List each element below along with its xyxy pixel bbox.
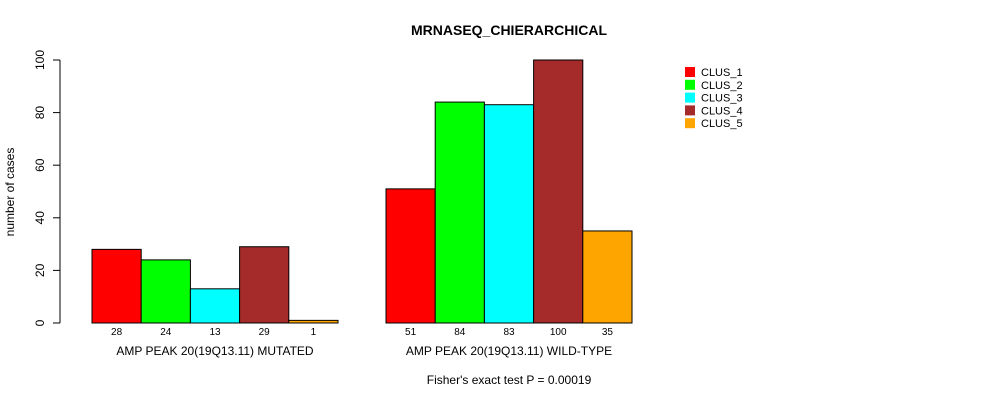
count-label: 100 bbox=[550, 327, 567, 338]
group-label: AMP PEAK 20(19Q13.11) WILD-TYPE bbox=[406, 344, 612, 358]
y-tick-label: 100 bbox=[33, 50, 47, 70]
count-label: 83 bbox=[503, 327, 515, 338]
legend-label: CLUS_4 bbox=[701, 105, 743, 117]
bar-clus-4-group-1 bbox=[239, 246, 290, 324]
bar-clus-5-group-1 bbox=[288, 319, 339, 324]
bar-clus-4-group-2 bbox=[533, 59, 584, 324]
y-tick-label: 60 bbox=[33, 158, 47, 172]
count-label: 24 bbox=[160, 327, 172, 338]
legend-swatch bbox=[685, 92, 695, 103]
legend-label: CLUS_1 bbox=[701, 67, 743, 79]
bar-clus-1-group-1 bbox=[91, 248, 142, 324]
group-labels: AMP PEAK 20(19Q13.11) MUTATED AMP PEAK 20… bbox=[116, 344, 612, 358]
count-label: 13 bbox=[209, 327, 221, 338]
count-label: 29 bbox=[259, 327, 271, 338]
chart-title: MRNASEQ_CHIERARCHICAL bbox=[411, 22, 607, 38]
bar-clus-1-group-2 bbox=[385, 188, 436, 324]
y-tick-label: 80 bbox=[33, 106, 47, 120]
legend-label: CLUS_5 bbox=[701, 118, 743, 130]
bar-clus-3-group-2 bbox=[483, 104, 535, 324]
legend-swatch bbox=[685, 67, 695, 77]
y-axis: 0 20 40 60 80 100 bbox=[33, 50, 61, 326]
count-label: 51 bbox=[405, 327, 417, 338]
bar-clus-5-group-2 bbox=[582, 230, 633, 324]
legend-swatch bbox=[685, 105, 695, 116]
y-tick-label: 20 bbox=[33, 263, 47, 277]
y-tick-label: 0 bbox=[33, 319, 47, 326]
count-label: 84 bbox=[454, 327, 466, 338]
count-label: 35 bbox=[602, 327, 614, 338]
legend-swatch bbox=[685, 79, 695, 90]
fisher-test-caption: Fisher's exact test P = 0.00019 bbox=[427, 373, 592, 387]
group-label: AMP PEAK 20(19Q13.11) MUTATED bbox=[116, 344, 314, 358]
y-tick-label: 40 bbox=[33, 211, 47, 225]
legend-label: CLUS_3 bbox=[701, 93, 743, 105]
legend-label: CLUS_2 bbox=[701, 80, 743, 92]
bar-clus-2-group-2 bbox=[434, 101, 485, 324]
y-axis-label: number of cases bbox=[3, 148, 17, 237]
bar-clus-3-group-1 bbox=[189, 288, 241, 324]
count-label: 28 bbox=[111, 327, 123, 338]
bar-clus-2-group-1 bbox=[140, 259, 191, 324]
legend-swatch bbox=[685, 118, 695, 129]
bars bbox=[91, 59, 633, 324]
count-labels: 28 24 13 29 1 51 84 83 100 35 bbox=[111, 327, 613, 338]
count-label: 1 bbox=[311, 327, 317, 338]
